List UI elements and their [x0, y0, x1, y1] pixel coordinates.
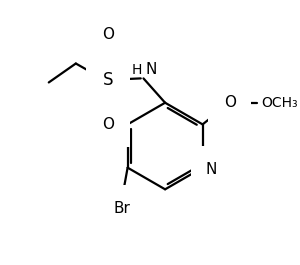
- Text: S: S: [103, 71, 113, 89]
- Text: O: O: [102, 27, 114, 42]
- Text: O: O: [224, 95, 236, 110]
- Text: Br: Br: [114, 201, 130, 216]
- Text: OCH₃: OCH₃: [262, 96, 298, 110]
- Text: O: O: [102, 117, 114, 132]
- Text: H: H: [132, 63, 142, 77]
- Text: N: N: [146, 62, 157, 77]
- Text: N: N: [206, 162, 217, 176]
